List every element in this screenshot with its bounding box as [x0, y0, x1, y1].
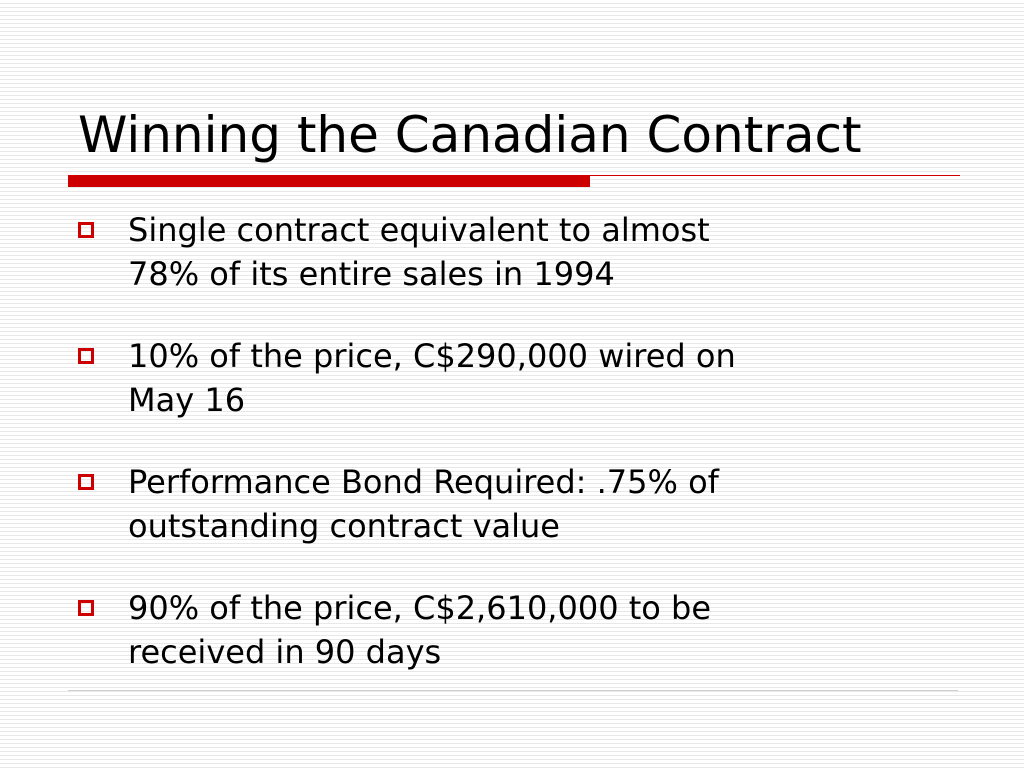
bullet-text-line: outstanding contract value — [128, 507, 560, 545]
bullet-text-line: Single contract equivalent to almost — [128, 211, 710, 249]
footer-divider — [68, 690, 958, 691]
hollow-square-bullet-icon — [78, 222, 94, 238]
bullet-item: Single contract equivalent to almost 78%… — [76, 208, 956, 296]
bullet-item: 90% of the price, C$2,610,000 to be rece… — [76, 586, 956, 674]
title-underline-thick — [68, 175, 590, 187]
hollow-square-bullet-icon — [78, 348, 94, 364]
bullet-item: Performance Bond Required: .75% of outst… — [76, 460, 956, 548]
bullet-text-line: received in 90 days — [128, 633, 442, 671]
bullet-item: 10% of the price, C$290,000 wired on May… — [76, 334, 956, 422]
bullet-text-line: Performance Bond Required: .75% of — [128, 463, 719, 501]
hollow-square-bullet-icon — [78, 600, 94, 616]
bullet-text-line: 78% of its entire sales in 1994 — [128, 255, 615, 293]
bullet-text-line: 90% of the price, C$2,610,000 to be — [128, 589, 712, 627]
bullet-text-line: May 16 — [128, 381, 246, 419]
hollow-square-bullet-icon — [78, 474, 94, 490]
slide-title: Winning the Canadian Contract — [78, 106, 862, 164]
bullet-text-line: 10% of the price, C$290,000 wired on — [128, 337, 736, 375]
title-underline-thin — [590, 175, 960, 176]
bullet-list: Single contract equivalent to almost 78%… — [76, 208, 956, 712]
